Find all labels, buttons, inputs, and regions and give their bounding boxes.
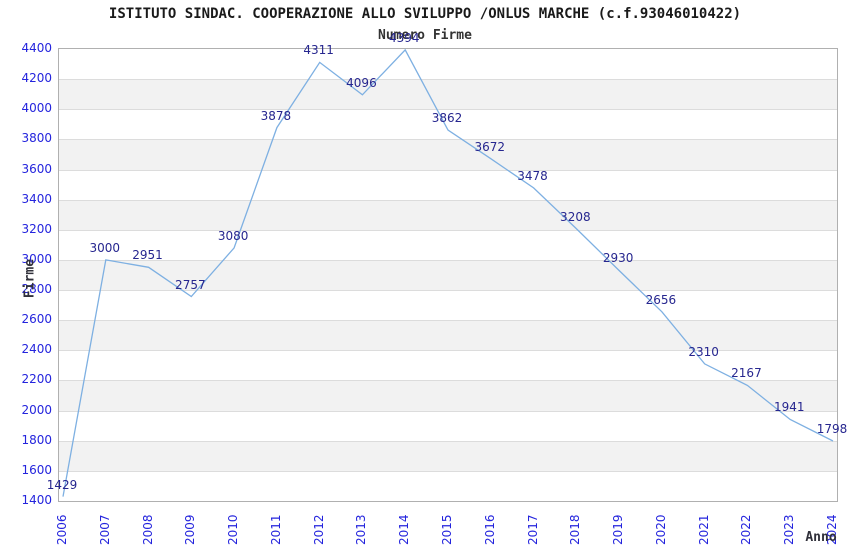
x-tick-label: 2023	[782, 514, 797, 545]
data-point-label: 3478	[517, 168, 548, 183]
x-tick-label: 2013	[354, 514, 369, 545]
band	[59, 49, 837, 80]
data-point-label: 3208	[560, 209, 591, 224]
band	[59, 109, 837, 140]
y-tick-label: 4200	[21, 71, 52, 86]
band	[59, 79, 837, 110]
x-tick-label: 2007	[97, 514, 112, 545]
data-point-label: 3080	[217, 228, 249, 243]
gridline	[59, 199, 837, 201]
y-tick-label: 3200	[21, 221, 52, 236]
x-tick-label: 2008	[140, 514, 155, 545]
x-tick-label: 2016	[482, 514, 497, 545]
band	[59, 139, 837, 170]
y-tick-label: 1400	[21, 493, 52, 507]
y-tick-label: 4400	[21, 41, 52, 55]
band	[59, 229, 837, 260]
gridline	[59, 440, 837, 442]
gridline	[59, 470, 837, 472]
x-tick-label: 2017	[525, 514, 540, 545]
x-axis-title: Anno	[805, 530, 837, 545]
x-tick-label: 2018	[568, 514, 583, 545]
data-point-label: 3862	[431, 111, 463, 126]
x-tick-label: 2019	[611, 514, 626, 545]
data-point-label: 1941	[773, 400, 805, 415]
data-point-label: 2167	[731, 366, 762, 381]
y-tick-label: 4000	[21, 101, 52, 116]
chart-subtitle: Numero Firme	[378, 28, 472, 43]
x-tick-label: 2010	[226, 514, 241, 545]
band	[59, 199, 837, 230]
y-tick-label: 1800	[21, 432, 52, 447]
band	[59, 470, 837, 501]
y-tick-label: 2400	[21, 342, 52, 357]
y-tick-label: 3600	[21, 161, 52, 176]
y-tick-label: 3400	[21, 191, 52, 206]
band	[59, 410, 837, 441]
x-tick-label: 2011	[268, 514, 283, 545]
series-line	[62, 48, 834, 497]
y-tick-label: 2200	[21, 372, 52, 387]
gridline	[59, 350, 837, 352]
gridline	[59, 290, 837, 292]
gridline	[59, 139, 837, 141]
band	[59, 380, 837, 411]
y-tick-label: 2600	[21, 312, 52, 327]
y-tick-label: 3000	[21, 251, 52, 266]
data-point-label: 1798	[816, 422, 848, 437]
chart-title: ISTITUTO SINDAC. COOPERAZIONE ALLO SVILU…	[108, 6, 742, 22]
data-point-label: 2951	[132, 248, 163, 263]
band	[59, 320, 837, 351]
y-tick-label: 3800	[21, 131, 52, 146]
y-axis-title: Firme	[22, 258, 38, 299]
gridline	[59, 229, 837, 231]
gridline	[59, 169, 837, 171]
data-point-label: 4096	[346, 75, 377, 90]
plot-area	[58, 48, 838, 502]
gridline	[59, 380, 837, 382]
gridline	[59, 410, 837, 412]
x-tick-label: 2006	[55, 514, 69, 545]
data-line-svg	[62, 48, 834, 497]
x-tick-label: 2014	[397, 514, 412, 545]
band	[59, 169, 837, 200]
band	[59, 259, 837, 291]
data-point-label: 2310	[688, 344, 719, 359]
x-tick-label: 2022	[739, 514, 754, 545]
data-point-label: 3672	[474, 139, 506, 154]
data-point-label: 1429	[46, 477, 78, 492]
x-tick-label: 2020	[653, 514, 668, 545]
x-tick-label: 2015	[440, 514, 454, 545]
gridline	[59, 109, 837, 111]
data-point-label: 4311	[303, 43, 334, 58]
data-point-label: 3878	[260, 108, 292, 123]
x-tick-label: 2012	[311, 514, 326, 545]
y-tick-label: 2000	[21, 402, 52, 417]
gridline	[59, 259, 837, 261]
gridline	[59, 79, 837, 81]
data-point-label: 3000	[89, 240, 121, 255]
y-tick-label: 1600	[21, 462, 52, 477]
data-point-label: 2656	[645, 292, 677, 307]
band	[59, 440, 837, 471]
x-tick-label: 2009	[183, 514, 198, 545]
data-point-label: 2930	[602, 251, 634, 266]
x-tick-label: 2021	[696, 514, 711, 545]
gridline	[59, 320, 837, 322]
y-tick-label: 2800	[21, 282, 52, 297]
data-point-label: 2757	[175, 277, 206, 292]
data-point-label: 4394	[388, 30, 420, 45]
